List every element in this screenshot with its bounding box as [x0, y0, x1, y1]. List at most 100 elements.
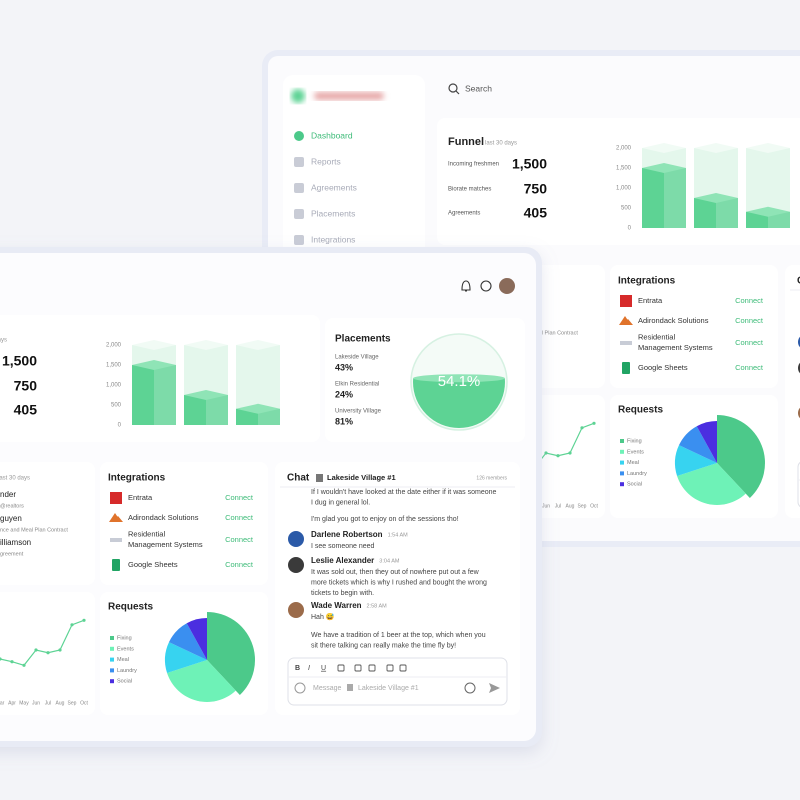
- connect-button[interactable]: Connect: [735, 316, 764, 325]
- integration-name: Residential: [638, 333, 675, 342]
- nav-item[interactable]: Integrations: [311, 234, 355, 244]
- funnel-value: 405: [524, 205, 548, 221]
- message-line: I dug in general lol.: [311, 499, 370, 506]
- message-line: I see someone need: [311, 543, 375, 550]
- bar-top: [746, 206, 790, 217]
- x-tick-label: Apr: [8, 700, 16, 706]
- legend-swatch: [620, 460, 624, 465]
- recent-name: nder: [0, 490, 16, 499]
- toolbar-icon[interactable]: [368, 664, 376, 672]
- chat-members: 126 members: [476, 475, 507, 481]
- x-tick-label: Jul: [555, 503, 561, 509]
- integrations-title: Integrations: [108, 473, 166, 484]
- x-tick-label: Sep: [578, 503, 587, 509]
- message-line: It was sold out, then they out of nowher…: [311, 569, 480, 576]
- message-author: Darlene Robertson: [311, 530, 383, 539]
- funnel-label: Biorate matches: [448, 187, 491, 193]
- placement-share: 81%: [335, 416, 353, 426]
- bar-side: [664, 168, 686, 228]
- emoji-button[interactable]: [464, 682, 476, 694]
- integration-name: Adirondack Solutions: [128, 513, 199, 522]
- legend-swatch: [620, 449, 624, 454]
- pie-slice: [165, 642, 207, 673]
- send-button[interactable]: [489, 683, 500, 693]
- nav-item[interactable]: Dashboard: [311, 130, 353, 140]
- avatar[interactable]: [499, 278, 515, 294]
- bell-icon[interactable]: [461, 280, 471, 292]
- line-point: [58, 648, 62, 652]
- message-line: I'm glad you got to enjoy on of the sess…: [311, 516, 459, 523]
- legend-swatch: [110, 657, 114, 662]
- toolbar-icon[interactable]: [399, 664, 407, 672]
- logo-text: [314, 92, 384, 100]
- logo-sheets: [622, 362, 630, 374]
- placements-title: Placements: [335, 334, 391, 345]
- help-icon[interactable]: [480, 280, 492, 292]
- integration-name: Google Sheets: [128, 560, 178, 569]
- line-point: [82, 618, 86, 622]
- connect-button[interactable]: Connect: [735, 296, 764, 305]
- integration-name: Management Systems: [128, 540, 203, 549]
- integration-name: Entrata: [638, 296, 663, 305]
- connect-button[interactable]: Connect: [225, 535, 254, 544]
- funnel-label: Incoming freshmen: [448, 162, 499, 168]
- message-line: Hah 😅: [311, 612, 335, 621]
- legend-label: Meal: [627, 460, 639, 466]
- composer[interactable]: [287, 657, 508, 706]
- integration-name: Adirondack Solutions: [638, 316, 709, 325]
- nav-item[interactable]: Reports: [311, 156, 341, 166]
- connect-button[interactable]: Connect: [735, 363, 764, 372]
- nav-icon: [294, 235, 304, 245]
- y-tick-label: 1,500: [616, 166, 632, 172]
- nav-icon: [294, 183, 304, 193]
- logo-sheets: [112, 559, 120, 571]
- y-tick-label: 500: [621, 206, 632, 212]
- connect-button[interactable]: Connect: [225, 513, 254, 522]
- connect-button[interactable]: Connect: [225, 560, 254, 569]
- integrations-title: Integrations: [618, 276, 676, 287]
- placement-name: University Village: [335, 409, 382, 415]
- panel: [0, 462, 95, 585]
- composer-placeholder[interactable]: Message: [313, 685, 342, 692]
- y-tick-label: 500: [111, 403, 122, 409]
- x-tick-label: Oct: [590, 503, 598, 509]
- logo-adirondack: [109, 513, 123, 522]
- pie-slice: [186, 618, 207, 660]
- nav-item[interactable]: Agreements: [311, 182, 357, 192]
- funnel-subtitle: last 30 days: [485, 141, 517, 147]
- toolbar-icon[interactable]: [354, 664, 362, 672]
- line-point: [70, 623, 74, 627]
- line-point: [544, 451, 548, 455]
- toolbar-button[interactable]: U: [321, 665, 326, 672]
- pie-slice: [677, 463, 746, 506]
- line-point: [592, 421, 596, 425]
- pie-slice: [167, 660, 236, 703]
- toolbar-icon[interactable]: [337, 664, 345, 672]
- nav-item[interactable]: Placements: [311, 208, 355, 218]
- legend-swatch: [620, 471, 624, 476]
- funnel-value: 750: [14, 378, 38, 394]
- message-line: tickets to begin with.: [311, 590, 374, 597]
- connect-button[interactable]: Connect: [735, 338, 764, 347]
- bar: [746, 211, 790, 228]
- line-point: [580, 426, 584, 430]
- toolbar-button[interactable]: B: [295, 665, 300, 672]
- toolbar-icon[interactable]: [386, 664, 394, 672]
- attach-button[interactable]: [294, 682, 306, 694]
- toolbar-button[interactable]: I: [308, 665, 310, 672]
- bar-ghost-top: [642, 143, 686, 153]
- bar-ghost-top: [236, 340, 280, 350]
- line-point: [22, 663, 26, 667]
- search-field[interactable]: Search: [465, 83, 492, 93]
- x-tick-label: Aug: [566, 503, 575, 509]
- recent-detail: nce and Meal Plan Contract: [510, 330, 578, 336]
- connect-button[interactable]: Connect: [225, 493, 254, 502]
- gauge-wave: [413, 374, 505, 383]
- composer[interactable]: [797, 460, 800, 509]
- pie-slice: [717, 415, 765, 498]
- x-tick-label: May: [19, 700, 29, 706]
- x-tick-label: Aug: [56, 700, 65, 706]
- x-tick-label: Jun: [32, 700, 40, 706]
- bar-top: [184, 390, 228, 400]
